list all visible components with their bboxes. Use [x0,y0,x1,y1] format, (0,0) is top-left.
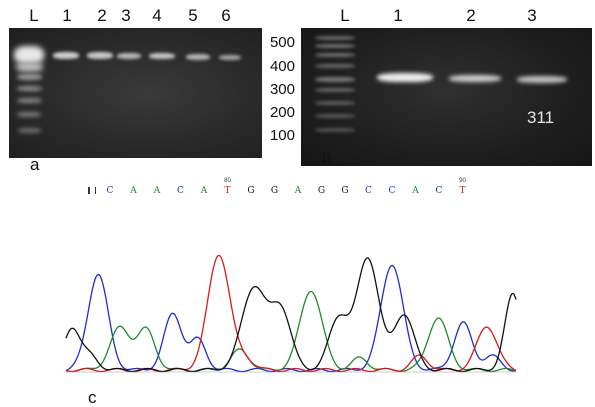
lane-label: 2 [466,6,476,25]
band-size-annotation: 311 [527,108,555,127]
lane-label: 1 [62,6,72,25]
base-call: C [106,186,114,196]
base-call: G [270,186,279,196]
position-number: 80 [224,178,231,184]
size-marker: 200 [269,104,295,121]
lane-label: 6 [221,6,231,25]
lane-label: 3 [121,6,131,25]
trace-g [65,257,517,373]
sample-band [53,52,79,59]
sample-band [149,53,175,59]
lane-label: 2 [97,6,107,25]
base-call: T [224,186,231,196]
base-call: C [388,186,396,196]
trace-start-marker [88,187,96,194]
ladder-band [315,128,355,132]
sample-band [87,52,113,59]
size-marker: 500 [269,34,295,51]
gel-image-a [9,28,262,158]
base-call: G [247,186,255,196]
ladder-band [315,64,355,68]
base-call: G [341,186,349,196]
lane-label: L [29,6,39,25]
ladder-band [17,86,42,91]
base-call: A [200,186,208,196]
sample-band [377,73,433,82]
trace-a [65,290,517,373]
base-call: A [294,186,302,196]
base-call: A [153,186,161,196]
panel-letter-a: a [30,155,40,174]
panel-letter-c: c [88,388,97,407]
lane-label: L [340,6,350,25]
base-call: T [459,186,466,196]
base-call: C [435,186,443,196]
sample-band [449,75,501,82]
ladder-band [17,74,42,80]
size-marker: 100 [269,127,295,144]
lane-label: 1 [393,6,403,25]
gel-image-b: 311 [301,28,592,166]
size-marker: 300 [269,81,295,98]
lane-label: 4 [152,6,162,25]
ladder-band [315,101,355,105]
base-call: A [412,186,419,196]
ladder-band [315,53,355,57]
base-call: C [365,186,372,196]
ladder-band [17,98,42,103]
ladder-band [14,46,44,64]
position-number: 90 [459,178,466,184]
ladder-band [315,114,355,118]
base-call: A [130,186,137,196]
sample-band [219,55,241,60]
base-call: G [317,186,326,196]
sample-band [186,54,210,60]
ladder-band [18,128,41,133]
ladder-band [315,44,355,48]
size-marker: 400 [269,58,295,75]
lane-label: 3 [527,6,537,25]
ladder-band [16,62,43,72]
ladder-band [315,77,355,82]
sample-band [517,76,567,83]
sample-band [117,53,141,59]
ladder-band [315,88,355,92]
panel-letter-b: b [322,148,332,167]
base-call: C [177,186,184,196]
ladder-band [17,112,41,117]
lane-label: 5 [188,6,198,25]
ladder-band [315,36,355,40]
